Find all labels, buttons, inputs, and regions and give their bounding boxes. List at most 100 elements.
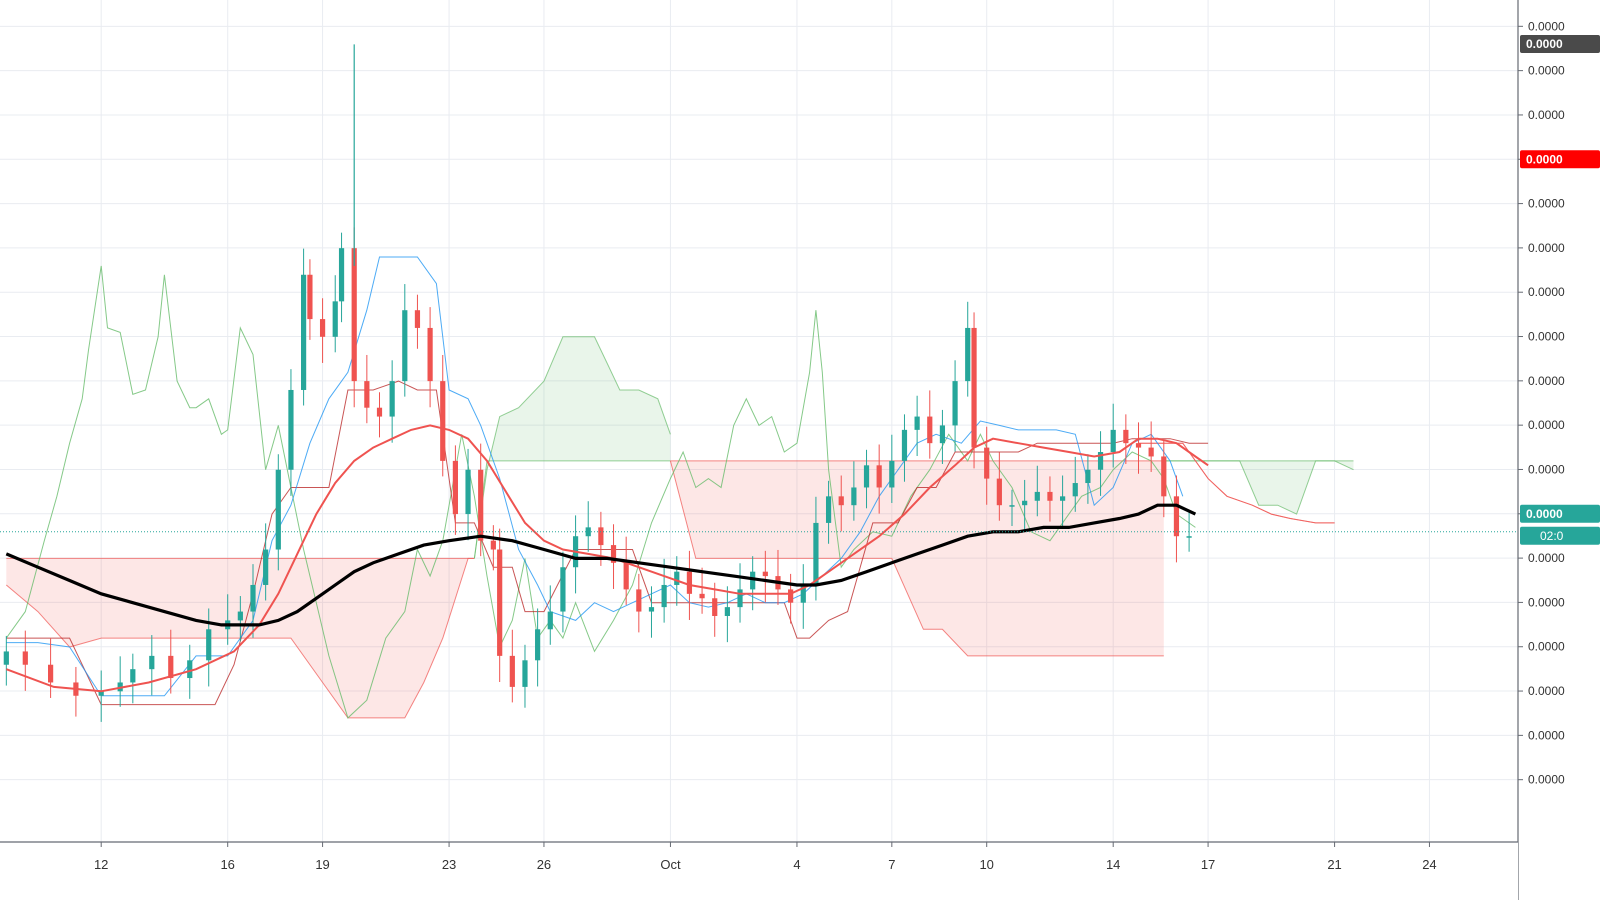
candle-body bbox=[1047, 491, 1053, 501]
candle-body bbox=[1009, 505, 1015, 507]
countdown-badge bbox=[1520, 526, 1600, 545]
candle bbox=[98, 670, 104, 722]
candle bbox=[788, 573, 794, 624]
candle bbox=[699, 567, 705, 614]
candle bbox=[914, 395, 920, 457]
candle bbox=[889, 434, 895, 503]
candle-body bbox=[1034, 491, 1040, 501]
candle bbox=[402, 284, 408, 397]
y-tick-label: 0.0000 bbox=[1528, 462, 1565, 476]
y-tick-label: 0.0000 bbox=[1528, 728, 1565, 742]
candle-body bbox=[206, 629, 212, 661]
candle-body bbox=[1085, 469, 1091, 484]
candle-body bbox=[648, 607, 655, 612]
candle-body bbox=[452, 460, 458, 515]
candle-body bbox=[389, 381, 395, 417]
candle bbox=[440, 354, 446, 477]
candle bbox=[971, 312, 977, 469]
candle bbox=[996, 452, 1002, 521]
cloud-bear-area bbox=[6, 558, 475, 718]
candle bbox=[338, 232, 345, 323]
candle bbox=[1110, 403, 1116, 468]
candle-body bbox=[1110, 429, 1116, 453]
candle-body bbox=[351, 248, 357, 382]
x-axis-ticks: 12 16 19 23 26 Oct 4 7 10 14 17 21 24 bbox=[94, 842, 1437, 872]
candle-body bbox=[237, 611, 243, 621]
candle-body bbox=[414, 310, 421, 328]
candle-body bbox=[674, 571, 680, 585]
candle bbox=[522, 644, 528, 708]
candle-body bbox=[737, 589, 743, 608]
candle-body bbox=[364, 381, 370, 408]
cloud-bull-bottom-line bbox=[473, 460, 671, 559]
y-tick-label: 0.0000 bbox=[1528, 64, 1565, 78]
moving-average-fast-line bbox=[5, 424, 1209, 693]
candle-body bbox=[838, 496, 844, 506]
candle-body bbox=[275, 469, 281, 550]
y-tick-label: 0.0000 bbox=[1528, 684, 1565, 698]
x-tick-label: 16 bbox=[220, 857, 234, 872]
cloud-bull-area bbox=[1163, 460, 1354, 515]
candle-body bbox=[1135, 443, 1142, 448]
candle-body bbox=[901, 429, 908, 461]
candle bbox=[901, 414, 908, 482]
candle-body bbox=[800, 584, 806, 603]
y-tick-label: 0.0000 bbox=[1528, 773, 1565, 787]
candle bbox=[876, 444, 882, 514]
candle bbox=[3, 635, 9, 686]
candle-body bbox=[661, 584, 667, 608]
candle bbox=[610, 524, 617, 589]
candle-body bbox=[889, 460, 895, 488]
candle bbox=[263, 523, 269, 601]
cloud-bear-area bbox=[670, 460, 1164, 656]
candle-body bbox=[996, 478, 1002, 506]
candle bbox=[168, 629, 174, 694]
price-label-marker-text: 0.0000 bbox=[1526, 37, 1563, 51]
candle bbox=[648, 586, 655, 638]
cloud-bull-area bbox=[474, 336, 671, 559]
candle bbox=[661, 558, 667, 623]
candle bbox=[623, 536, 629, 605]
candle bbox=[414, 294, 421, 349]
candle bbox=[376, 392, 383, 438]
candle-body bbox=[332, 301, 338, 337]
ichimoku-cloud bbox=[5, 336, 1354, 719]
y-tick-label: 0.0000 bbox=[1528, 640, 1565, 654]
candle-body bbox=[825, 496, 832, 523]
candle-body bbox=[699, 593, 705, 599]
candle bbox=[724, 586, 730, 643]
candle-body bbox=[263, 549, 269, 585]
candle bbox=[560, 551, 566, 633]
candle-body bbox=[788, 589, 794, 603]
candle-body bbox=[1173, 496, 1180, 537]
price-label-high-text: 0.0000 bbox=[1526, 152, 1563, 166]
candle-body bbox=[98, 691, 104, 696]
candle-body bbox=[1123, 429, 1129, 444]
candle bbox=[427, 307, 433, 408]
tenkan-line bbox=[6, 256, 1184, 697]
candle bbox=[497, 528, 503, 683]
candle bbox=[1034, 465, 1040, 517]
candle bbox=[301, 248, 307, 406]
candle-body bbox=[1148, 447, 1154, 457]
candle bbox=[1060, 475, 1066, 527]
price-label-current-text: 0.0000 bbox=[1526, 507, 1563, 521]
x-tick-label: 21 bbox=[1327, 857, 1341, 872]
candle-body bbox=[509, 655, 515, 687]
candle bbox=[275, 454, 281, 571]
x-tick-label: 7 bbox=[888, 857, 895, 872]
y-tick-label: 0.0000 bbox=[1528, 551, 1565, 565]
countdown-text: 02:0 bbox=[1540, 529, 1564, 543]
candle-body bbox=[1072, 483, 1078, 497]
candle-body bbox=[465, 469, 471, 515]
candle-body bbox=[490, 540, 496, 550]
candle bbox=[965, 301, 971, 397]
candle bbox=[1085, 454, 1091, 504]
candle bbox=[237, 596, 243, 642]
y-tick-label: 0.0000 bbox=[1528, 374, 1565, 388]
candle bbox=[490, 525, 496, 571]
y-tick-label: 0.0000 bbox=[1528, 330, 1565, 344]
candle-body bbox=[250, 584, 256, 612]
